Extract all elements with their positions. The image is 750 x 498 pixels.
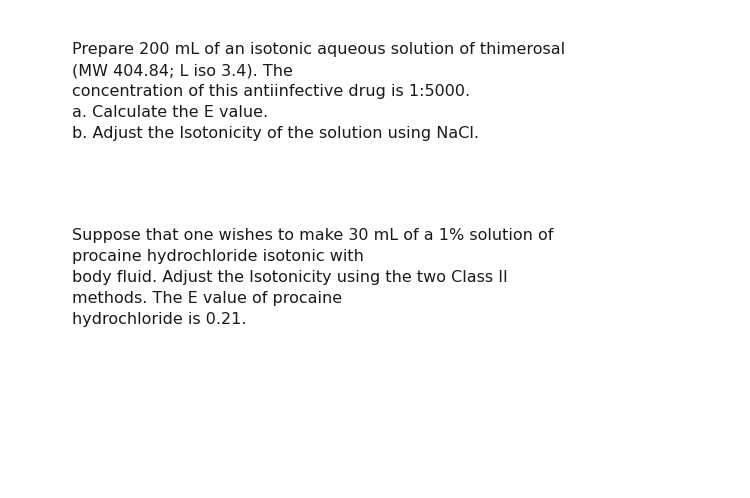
- Text: Suppose that one wishes to make 30 mL of a 1% solution of
procaine hydrochloride: Suppose that one wishes to make 30 mL of…: [72, 228, 554, 327]
- Text: Prepare 200 mL of an isotonic aqueous solution of thimerosal
(MW 404.84; L iso 3: Prepare 200 mL of an isotonic aqueous so…: [72, 42, 566, 141]
